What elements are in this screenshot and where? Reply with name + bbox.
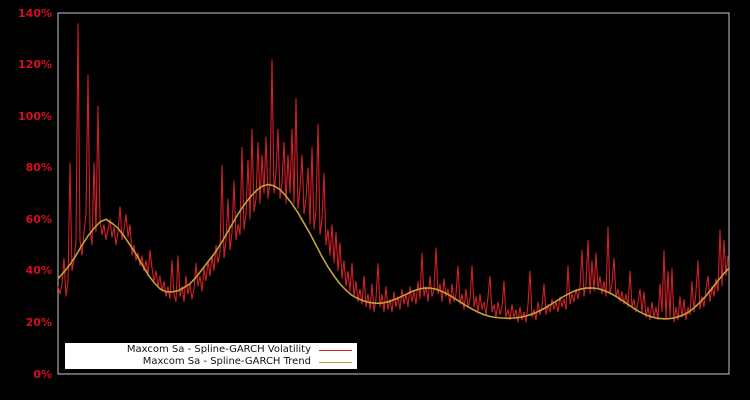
plot-border (57, 12, 730, 375)
y-axis-tick-label: 20% (25, 315, 52, 329)
legend-line-sample-volatility (319, 349, 352, 351)
legend: Maxcom Sa - Spline-GARCH Volatility Maxc… (65, 343, 357, 369)
y-axis-tick-label: 60% (25, 212, 52, 226)
legend-label-trend: Maxcom Sa - Spline-GARCH Trend (142, 356, 311, 367)
legend-label-volatility: Maxcom Sa - Spline-GARCH Volatility (126, 344, 311, 355)
y-axis-tick-label: 80% (25, 161, 52, 175)
y-axis-tick-label: 40% (25, 264, 52, 278)
y-axis-tick-label: 140% (18, 6, 52, 20)
legend-item-trend: Maxcom Sa - Spline-GARCH Trend (69, 356, 352, 368)
legend-item-volatility: Maxcom Sa - Spline-GARCH Volatility (69, 344, 352, 356)
trend-series-line (57, 183, 730, 320)
y-axis-tick-label: 100% (18, 109, 52, 123)
legend-line-sample-trend (319, 361, 352, 363)
y-axis-tick-label: 0% (33, 367, 52, 381)
volatility-series-line (57, 23, 729, 323)
y-axis-tick-label: 120% (18, 58, 52, 72)
